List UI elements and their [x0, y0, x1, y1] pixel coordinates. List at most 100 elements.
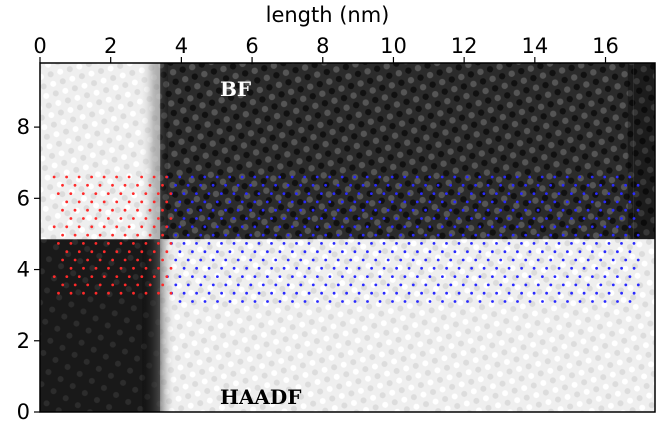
atom-dot [599, 233, 603, 237]
atom-dot [540, 175, 544, 179]
atom-dot [628, 200, 632, 204]
atom-dot [182, 192, 186, 196]
atom-dot [236, 283, 240, 287]
atom-dot [52, 225, 56, 229]
atom-dot [545, 192, 548, 196]
atom-dot [465, 225, 469, 229]
atom-dot [491, 275, 494, 278]
atom-dot [295, 217, 298, 220]
atom-dot [549, 258, 553, 262]
atom-dot [424, 183, 427, 187]
atom-dot [94, 266, 98, 270]
atom-dot [403, 200, 407, 204]
atom-dot [591, 300, 594, 303]
atom-dot [357, 266, 361, 270]
atom-dot [536, 233, 540, 237]
atom-dot [207, 242, 211, 245]
atom-dot [349, 283, 353, 287]
atom-dot [295, 192, 298, 196]
atom-dot [420, 266, 423, 270]
atom-dot [249, 208, 253, 212]
atom-dot [261, 233, 265, 237]
atom-dot [144, 242, 148, 245]
atom-dot [278, 200, 282, 204]
atom-dot [449, 258, 453, 262]
atom-dot [415, 225, 419, 229]
atom-dot [503, 225, 507, 229]
atom-dot [211, 183, 215, 187]
atom-dot [191, 275, 194, 278]
atom-dot [127, 225, 131, 229]
atom-dot [111, 208, 114, 212]
atom-dot [624, 208, 627, 212]
atom-dot [295, 266, 298, 270]
atom-dot [165, 250, 169, 254]
atom-dot [591, 275, 594, 278]
atom-dot [119, 217, 123, 220]
atom-dot [127, 250, 131, 254]
atom-dot [507, 217, 511, 220]
atom-dot [361, 258, 365, 262]
atom-dot [599, 258, 603, 262]
atom-dot [570, 291, 573, 295]
atom-dot [424, 208, 427, 212]
atom-dot [636, 258, 640, 262]
atom-dot [428, 225, 432, 229]
atom-dot [152, 275, 156, 278]
x-tick-label: 14 [521, 34, 548, 58]
atom-dot [557, 291, 561, 295]
atom-dot [81, 192, 85, 196]
bf-right-region [633, 63, 655, 240]
atom-dot [303, 200, 307, 204]
atom-dot [228, 225, 232, 229]
atom-dot [566, 250, 569, 254]
atom-dot [224, 233, 228, 237]
atom-dot [553, 200, 557, 204]
atom-dot [236, 208, 240, 212]
atom-dot [486, 208, 490, 212]
atom-dot [603, 300, 607, 303]
atom-dot [541, 275, 544, 278]
atom-dot [245, 217, 248, 220]
atom-dot [65, 250, 69, 254]
atom-dot [449, 208, 452, 212]
atom-dot [161, 233, 165, 237]
atom-dot [316, 275, 319, 278]
atom-dot [565, 225, 569, 229]
atom-dot [532, 192, 536, 196]
atom-dot [270, 217, 273, 220]
atom-dot [516, 275, 519, 278]
atom-dot [590, 200, 594, 204]
atom-dot [636, 283, 640, 287]
atom-dot [165, 200, 169, 204]
atom-dot [241, 275, 244, 278]
atom-dot [615, 200, 619, 204]
haadf-panel-label: HAADF [220, 385, 301, 409]
atom-dot [345, 192, 348, 196]
atom-dot [620, 242, 623, 245]
atom-dot [182, 217, 186, 220]
atom-dot [295, 242, 298, 245]
atom-dot [86, 183, 89, 187]
atom-dot [515, 225, 519, 229]
atom-dot [132, 266, 135, 270]
atom-dot [499, 183, 502, 187]
atom-dot [207, 192, 211, 196]
atom-dot [591, 250, 594, 254]
atom-dot [595, 217, 598, 220]
atom-dot [620, 291, 623, 295]
atom-dot [499, 258, 503, 262]
atom-dot [241, 300, 244, 303]
x-tick-label: 10 [380, 34, 407, 58]
atom-dot [599, 183, 602, 187]
atom-dot [540, 225, 544, 229]
atom-dot [378, 250, 382, 254]
atom-dot [399, 258, 403, 262]
atom-dot [474, 183, 477, 187]
atom-dot [232, 217, 236, 220]
atom-dot [190, 175, 194, 179]
atom-dot [361, 208, 365, 212]
atom-dot [528, 250, 532, 254]
atom-dot [61, 233, 64, 237]
